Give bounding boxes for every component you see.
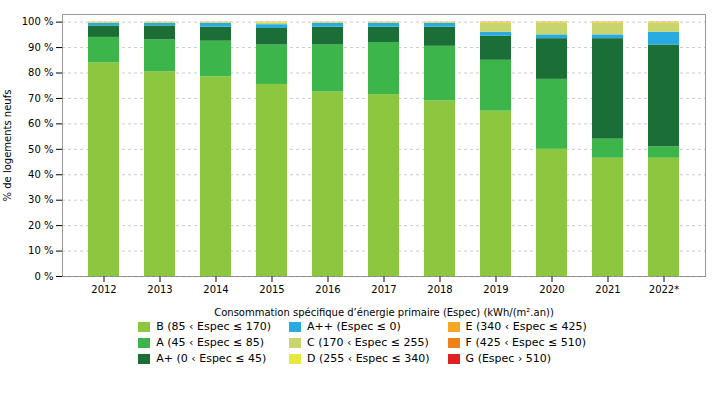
svg-text:2012: 2012 [91,284,116,295]
html-text:A (45 ‹ Espec ≤ 85): A (45 ‹ Espec ≤ 85) [156,336,264,349]
svg-text:2015: 2015 [259,284,284,295]
svg-text:2014: 2014 [203,284,228,295]
svg-text:2013: 2013 [147,284,172,295]
svg-text:2019: 2019 [483,284,508,295]
svg-text:70 %: 70 % [28,93,53,104]
svg-text:10 %: 10 % [28,245,53,256]
html-text:G (Espec › 510): G (Espec › 510) [465,352,552,365]
svg-text:2017: 2017 [371,284,396,295]
svg-text:50 %: 50 % [28,144,53,155]
svg-text:2022*: 2022* [649,284,679,295]
html-text:C (170 ‹ Espec ≤ 255): C (170 ‹ Espec ≤ 255) [307,336,429,349]
svg-text:0 %: 0 % [34,271,53,282]
svg-text:2020: 2020 [539,284,564,295]
svg-text:60 %: 60 % [28,118,53,129]
html-text:E (340 ‹ Espec ≤ 425): E (340 ‹ Espec ≤ 425) [465,320,587,333]
svg-text:90 %: 90 % [28,42,53,53]
svg-text:% de logements neufs: % de logements neufs [2,90,13,202]
svg-text:40 %: 40 % [28,169,53,180]
html-text:B (85 ‹ Espec ≤ 170): B (85 ‹ Espec ≤ 170) [156,320,271,333]
html-text:A+ (0 ‹ Espec ≤ 45): A+ (0 ‹ Espec ≤ 45) [156,352,267,365]
svg-text:2016: 2016 [315,284,340,295]
svg-text:20 %: 20 % [28,220,53,231]
svg-text:2021: 2021 [595,284,620,295]
svg-text:30 %: 30 % [28,194,53,205]
svg-text:100 %: 100 % [22,16,54,27]
svg-text:80 %: 80 % [28,67,53,78]
html-text:F (425 ‹ Espec ≤ 510): F (425 ‹ Espec ≤ 510) [465,336,587,349]
html-text:A++ (Espec ≤ 0): A++ (Espec ≤ 0) [307,320,401,333]
svg-text:Consommation spécifique d’éner: Consommation spécifique d’énergie primai… [214,307,554,318]
svg-text:2018: 2018 [427,284,452,295]
html-text:D (255 ‹ Espec ≤ 340): D (255 ‹ Espec ≤ 340) [307,352,430,365]
